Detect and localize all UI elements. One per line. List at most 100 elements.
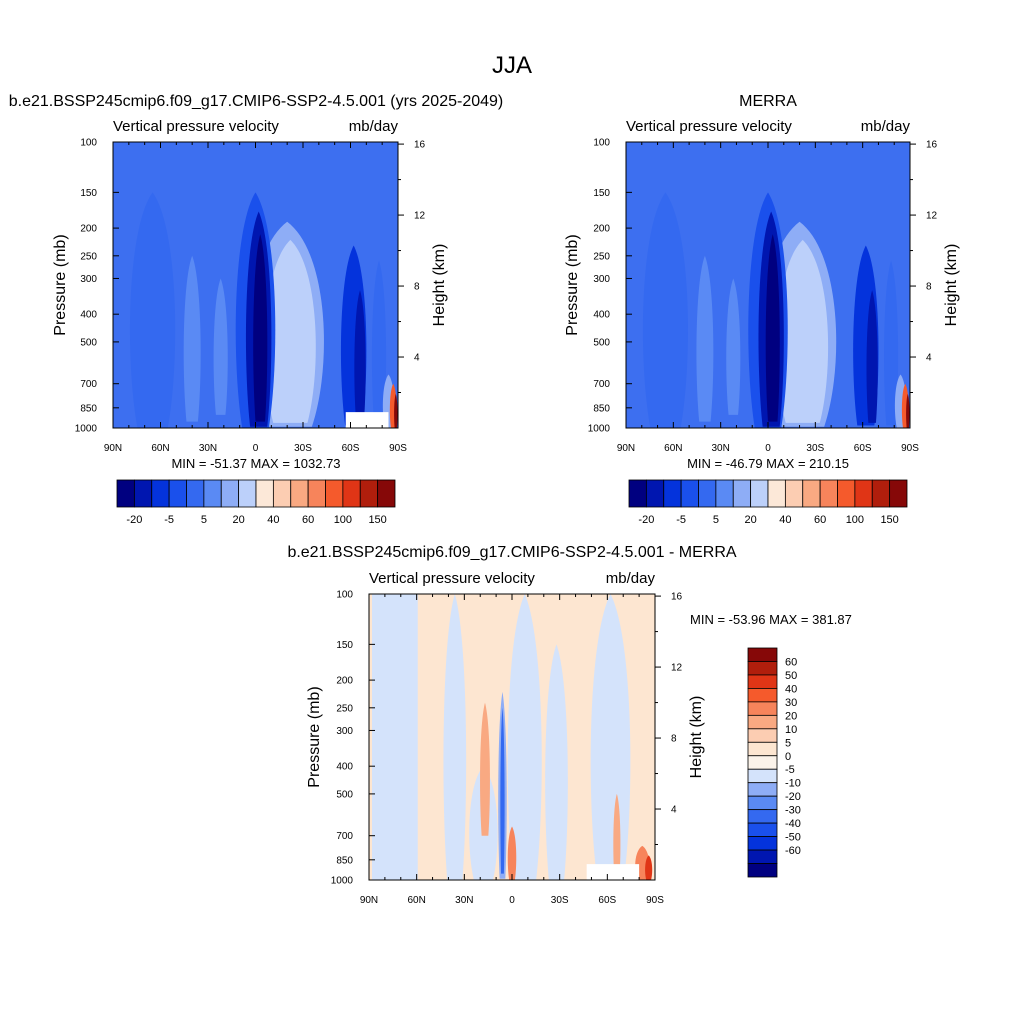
panel-model-left-label: Vertical pressure velocity xyxy=(113,118,279,135)
colorbar-swatch xyxy=(151,479,170,508)
x-tick-label: 30S xyxy=(806,443,824,454)
panel-model-ylabel-right: Height (km) xyxy=(431,244,448,327)
x-tick-label: 60N xyxy=(151,443,169,454)
field-0 xyxy=(113,142,398,428)
y-tick-label: 1000 xyxy=(588,424,611,435)
panel-merra-ylabel: Pressure (mb) xyxy=(564,234,581,335)
colorbar-swatch xyxy=(116,479,135,508)
y-tick-label: 300 xyxy=(593,274,610,285)
x-tick-label: 90S xyxy=(389,443,407,454)
y-tick-label: 100 xyxy=(593,138,610,149)
colorbar-swatch xyxy=(628,479,647,508)
contour-0 xyxy=(372,594,418,880)
y-tick-label: 300 xyxy=(336,726,353,737)
x-tick-label: 60N xyxy=(407,895,425,906)
height-tick-label: 12 xyxy=(414,211,426,222)
colorbar-swatch xyxy=(377,479,396,508)
contour-2 xyxy=(279,278,308,415)
terrain-mask xyxy=(345,412,389,428)
colorbar-label: 30 xyxy=(785,697,797,709)
contour-2 xyxy=(507,594,542,880)
x-tick-label: 60S xyxy=(598,895,616,906)
colorbar-label: 60 xyxy=(302,514,314,526)
y-tick-label: 400 xyxy=(593,310,610,321)
y-tick-label: 850 xyxy=(593,403,610,414)
panel-merra-axes: 90N 60N 30N 0 30S 60S 90S 100 150 200 250 300 400 500… xyxy=(588,138,938,455)
colorbar-label: 5 xyxy=(713,514,719,526)
x-tick-label: 90N xyxy=(617,443,635,454)
y-tick-label: 850 xyxy=(336,855,353,866)
colorbar-swatch xyxy=(342,479,361,508)
contour-8 xyxy=(480,702,490,836)
colorbar-label: 20 xyxy=(785,710,797,722)
colorbar-swatch xyxy=(854,479,873,508)
panel-merra-colorbar: -20 -5 5 20 40 60 100 150 xyxy=(628,479,908,526)
colorbar-swatch xyxy=(747,714,778,730)
colorbar-swatch xyxy=(238,479,257,508)
y-tick-label: 400 xyxy=(80,310,97,321)
colorbar-label: 40 xyxy=(267,514,279,526)
colorbar-label: -30 xyxy=(785,805,801,817)
panel-difference: b.e21.BSSP245cmip6.f09_g17.CMIP6-SSP2-4.… xyxy=(287,544,851,906)
x-tick-label: 90N xyxy=(360,895,378,906)
height-tick-label: 16 xyxy=(926,140,938,151)
contour-1 xyxy=(443,594,467,880)
contour-3 xyxy=(545,644,568,880)
colorbar-swatch xyxy=(203,479,222,508)
colorbar-swatch xyxy=(747,674,778,689)
y-tick-label: 1000 xyxy=(331,876,354,887)
panel-difference-plot-area xyxy=(368,593,656,881)
field-1 xyxy=(626,142,910,428)
colorbar-swatch xyxy=(747,809,778,824)
colorbar-swatch xyxy=(767,479,786,508)
colorbar-swatch xyxy=(220,479,240,508)
x-tick-label: 0 xyxy=(253,443,259,454)
colorbar-swatch xyxy=(747,647,778,662)
panel-model-axes: 90N 60N 30N 0 30S 60S 90S 100 150 200 250 300 400 500… xyxy=(75,138,426,455)
contour-8 xyxy=(371,260,387,426)
contour-10 xyxy=(613,793,621,880)
x-tick-label: 30S xyxy=(551,895,569,906)
y-tick-label: 500 xyxy=(593,337,610,348)
y-tick-label: 200 xyxy=(593,224,610,235)
colorbar-label: 40 xyxy=(779,514,791,526)
y-tick-label: 100 xyxy=(336,590,353,601)
colorbar-label: 5 xyxy=(201,514,207,526)
contour-10 xyxy=(183,255,201,422)
contour-11 xyxy=(213,278,228,415)
colorbar-label: 150 xyxy=(880,514,898,526)
colorbar-label: 0 xyxy=(785,751,791,763)
colorbar-label: 5 xyxy=(785,737,791,749)
x-tick-label: 90S xyxy=(901,443,919,454)
y-tick-label: 250 xyxy=(80,251,97,262)
y-tick-label: 150 xyxy=(593,188,610,199)
y-tick-label: 150 xyxy=(336,640,353,651)
colorbar-swatch xyxy=(784,479,804,508)
field-2 xyxy=(369,594,655,880)
colorbar-swatch xyxy=(889,479,908,508)
colorbar-label: -5 xyxy=(164,514,174,526)
contour-10 xyxy=(696,255,714,422)
panel-merra-title: MERRA xyxy=(739,93,797,110)
y-tick-label: 200 xyxy=(336,676,353,687)
colorbar-swatch xyxy=(747,688,778,703)
colorbar-swatch xyxy=(747,836,778,851)
y-tick-label: 100 xyxy=(80,138,97,149)
colorbar-label: -5 xyxy=(785,764,795,776)
height-tick-label: 12 xyxy=(926,211,938,222)
colorbar-swatch xyxy=(290,479,309,508)
y-tick-label: 150 xyxy=(80,188,97,199)
contour-7 xyxy=(866,290,878,423)
colorbar-swatch xyxy=(255,479,274,508)
panel-model-ylabel: Pressure (mb) xyxy=(52,234,69,335)
panel-difference-ylabel-right: Height (km) xyxy=(688,696,705,779)
y-tick-label: 700 xyxy=(80,379,97,390)
colorbar-swatch xyxy=(747,863,778,878)
colorbar-label: -40 xyxy=(785,818,801,830)
colorbar-swatch xyxy=(715,479,734,508)
colorbar-swatch xyxy=(133,479,153,508)
colorbar-label: 10 xyxy=(785,724,797,736)
x-tick-label: 90N xyxy=(104,443,122,454)
colorbar-swatch xyxy=(747,755,778,770)
